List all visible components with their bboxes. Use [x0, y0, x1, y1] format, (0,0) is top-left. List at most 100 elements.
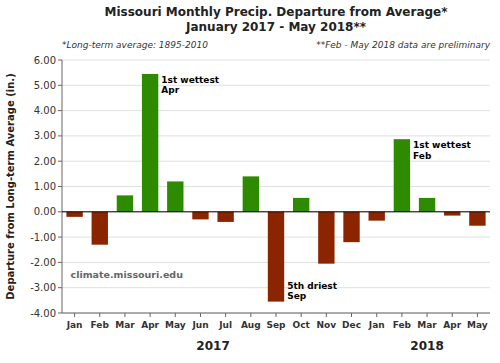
- y-tick-label: -2.00: [30, 257, 56, 268]
- title: Missouri Monthly Precip. Departure from …: [105, 5, 449, 19]
- watermark: climate.missouri.edu: [71, 269, 183, 280]
- y-tick-label: 1.00: [34, 181, 56, 192]
- x-tick: [250, 313, 251, 317]
- x-tick: [477, 313, 478, 317]
- y-tick-label: 0.00: [34, 206, 56, 217]
- bar-annotation: 5th driestSep: [287, 281, 338, 301]
- y-tick: [58, 135, 62, 136]
- bar: [293, 198, 309, 212]
- x-tick-label: Nov: [317, 320, 337, 330]
- y-tick: [58, 262, 62, 263]
- bar: [469, 212, 485, 226]
- y-tick: [58, 211, 62, 212]
- bar: [394, 139, 410, 212]
- x-tick-label: Jan: [66, 320, 83, 330]
- x-tick-label: Jan: [368, 320, 385, 330]
- x-tick-label: Dec: [342, 320, 361, 330]
- y-axis: [62, 60, 63, 313]
- x-tick-label: Feb: [91, 320, 110, 330]
- x-tick-label: Sep: [266, 320, 286, 330]
- grid-line: [62, 161, 490, 162]
- grid-line: [62, 110, 490, 111]
- text-line: 5th driest: [287, 281, 338, 291]
- x-tick: [401, 313, 402, 317]
- x-tick-label: May: [467, 320, 488, 330]
- note: **Feb - May 2018 data are preliminary: [316, 40, 491, 50]
- subtitle: January 2017 - May 2018**: [185, 20, 367, 34]
- x-tick: [175, 313, 176, 317]
- x-tick-label: Apr: [141, 320, 159, 330]
- x-tick: [150, 313, 151, 317]
- x-tick: [351, 313, 352, 317]
- group-label: 2018: [410, 339, 443, 353]
- x-tick: [225, 313, 226, 317]
- x-tick: [326, 313, 327, 317]
- x-tick: [99, 313, 100, 317]
- y-tick-label: -1.00: [30, 232, 56, 243]
- y-tick: [58, 110, 62, 111]
- bar: [318, 212, 334, 264]
- x-tick-label: Aug: [241, 320, 261, 330]
- grid-line: [62, 186, 490, 187]
- y-tick: [58, 287, 62, 288]
- x-tick-label: Feb: [393, 320, 412, 330]
- bar-annotation: 1st wettestApr: [161, 75, 220, 95]
- text-line: Apr: [161, 85, 179, 95]
- y-tick-label: -3.00: [30, 282, 56, 293]
- y-tick-label: 2.00: [34, 156, 56, 167]
- x-tick: [427, 313, 428, 317]
- y-tick: [58, 60, 62, 61]
- y-tick-label: 5.00: [34, 80, 56, 91]
- bar: [268, 212, 284, 302]
- bar: [92, 212, 108, 245]
- x-tick: [200, 313, 201, 317]
- text-line: 1st wettest: [413, 140, 472, 150]
- y-tick: [58, 186, 62, 187]
- y-tick: [58, 313, 62, 314]
- y-tick-label: -4.00: [30, 308, 56, 319]
- bar: [192, 212, 208, 220]
- x-tick-label: Mar: [417, 320, 437, 330]
- x-tick-label: May: [165, 320, 186, 330]
- group-label: 2017: [196, 339, 229, 353]
- x-tick: [301, 313, 302, 317]
- text-line: Sep: [287, 291, 307, 301]
- bar: [369, 212, 385, 221]
- chart: Missouri Monthly Precip. Departure from …: [0, 0, 500, 363]
- bar: [142, 74, 158, 212]
- bar: [243, 176, 259, 211]
- text-line: 1st wettest: [161, 75, 220, 85]
- bar: [117, 195, 133, 211]
- bar: [167, 181, 183, 211]
- y-tick-label: 3.00: [34, 130, 56, 141]
- y-label: Departure from Long-term Average (in.): [5, 73, 16, 299]
- y-tick: [58, 237, 62, 238]
- x-tick-label: Mar: [115, 320, 135, 330]
- grid-line: [62, 60, 490, 61]
- y-tick: [58, 85, 62, 86]
- y-tick-label: 4.00: [34, 105, 56, 116]
- y-tick-label: 6.00: [34, 55, 56, 66]
- x-tick: [376, 313, 377, 317]
- text-line: Feb: [413, 151, 432, 161]
- x-tick-label: Oct: [293, 320, 311, 330]
- grid-line: [62, 135, 490, 136]
- y-tick: [58, 161, 62, 162]
- bar: [343, 212, 359, 242]
- x-tick-label: Jul: [218, 320, 232, 330]
- grid-line: [62, 211, 490, 212]
- note: *Long-term average: 1895-2010: [62, 40, 208, 50]
- x-tick: [452, 313, 453, 317]
- x-tick-label: Jun: [191, 320, 208, 330]
- x-tick: [74, 313, 75, 317]
- bar: [66, 212, 82, 217]
- bar: [419, 198, 435, 212]
- x-tick-label: Apr: [443, 320, 461, 330]
- grid-line: [62, 85, 490, 86]
- bar: [217, 212, 233, 222]
- bars: [66, 74, 485, 302]
- bar-annotation: 1st wettestFeb: [413, 140, 472, 160]
- bar: [444, 212, 460, 216]
- x-tick: [276, 313, 277, 317]
- x-tick: [124, 313, 125, 317]
